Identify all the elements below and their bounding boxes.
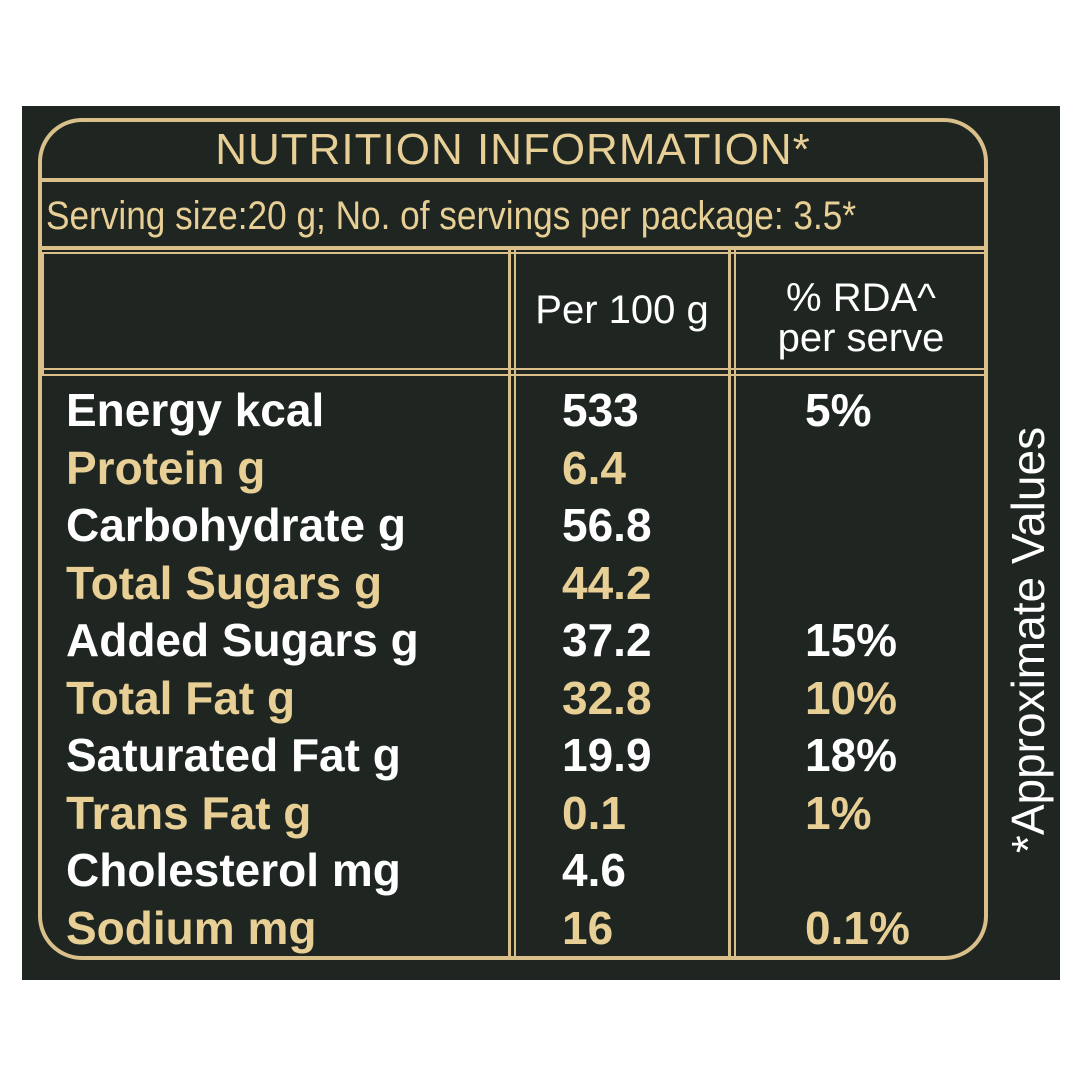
rda-value: 1% bbox=[805, 786, 872, 839]
nutrient-table-body: Energy kcal 533 5% Protein g 6.4 Carbohy… bbox=[0, 382, 1000, 957]
rda-value: 10% bbox=[805, 671, 898, 724]
per-100g-value: 16 bbox=[562, 901, 614, 954]
left-header-rule bbox=[42, 252, 44, 374]
nutrient-name: Saturated Fat g bbox=[66, 729, 401, 781]
nutrition-label-panel bbox=[22, 106, 1060, 980]
table-row: Total Sugars g 44.2 bbox=[0, 555, 1000, 613]
table-row: Energy kcal 533 5% bbox=[0, 382, 1000, 440]
per-100g-value: 4.6 bbox=[562, 844, 626, 896]
table-row: Added Sugars g 37.2 15% bbox=[0, 612, 1000, 670]
serving-size-text: Serving size:20 g; No. of servings per p… bbox=[46, 194, 857, 238]
table-row: Protein g 6.4 bbox=[0, 440, 1000, 498]
serving-divider bbox=[38, 246, 988, 250]
column-divider-2b bbox=[734, 250, 736, 960]
label-title: NUTRITION INFORMATION* bbox=[215, 125, 811, 174]
column-divider-1a bbox=[508, 250, 511, 960]
approximate-values-note: *Approximate Values bbox=[1002, 426, 1054, 854]
nutrient-name: Sodium mg bbox=[66, 901, 317, 954]
per-100g-value: 56.8 bbox=[562, 499, 652, 551]
per-100g-value: 0.1 bbox=[562, 786, 626, 839]
table-row: Saturated Fat g 19.9 18% bbox=[0, 727, 1000, 785]
table-row: Trans Fat g 0.1 1% bbox=[0, 785, 1000, 843]
nutrient-name: Carbohydrate g bbox=[66, 499, 406, 551]
rda-value: 18% bbox=[805, 729, 898, 781]
table-row: Total Fat g 32.8 10% bbox=[0, 670, 1000, 728]
per-100g-value: 32.8 bbox=[562, 671, 652, 724]
nutrient-name: Trans Fat g bbox=[66, 786, 312, 839]
per-100g-value: 533 bbox=[562, 384, 639, 436]
rda-value: 15% bbox=[805, 614, 898, 666]
nutrient-name: Total Fat g bbox=[66, 671, 296, 724]
label-border bbox=[38, 118, 988, 960]
rda-value: 0.1% bbox=[805, 901, 910, 954]
nutrient-name: Total Sugars g bbox=[66, 556, 383, 609]
per-100g-value: 6.4 bbox=[562, 441, 626, 494]
per-100g-header: Per 100 g bbox=[535, 288, 709, 332]
per-100g-value: 19.9 bbox=[562, 729, 652, 781]
nutrient-name: Added Sugars g bbox=[66, 614, 419, 666]
column-divider-1b bbox=[514, 250, 516, 960]
rda-header-line1: % RDA^ bbox=[786, 276, 936, 320]
nutrient-name: Cholesterol mg bbox=[66, 844, 401, 896]
per-100g-value: 44.2 bbox=[562, 556, 652, 609]
table-row: Cholesterol mg 4.6 bbox=[0, 842, 1000, 900]
column-divider-2a bbox=[728, 250, 731, 960]
rda-value: 5% bbox=[805, 384, 872, 436]
rda-header-line2: per serve bbox=[777, 316, 945, 360]
nutrient-name: Protein g bbox=[66, 441, 266, 494]
table-row: Sodium mg 16 0.1% bbox=[0, 900, 1000, 958]
nutrient-name: Energy kcal bbox=[66, 384, 325, 436]
title-divider bbox=[38, 178, 988, 182]
per-100g-value: 37.2 bbox=[562, 614, 652, 666]
table-row: Carbohydrate g 56.8 bbox=[0, 497, 1000, 555]
